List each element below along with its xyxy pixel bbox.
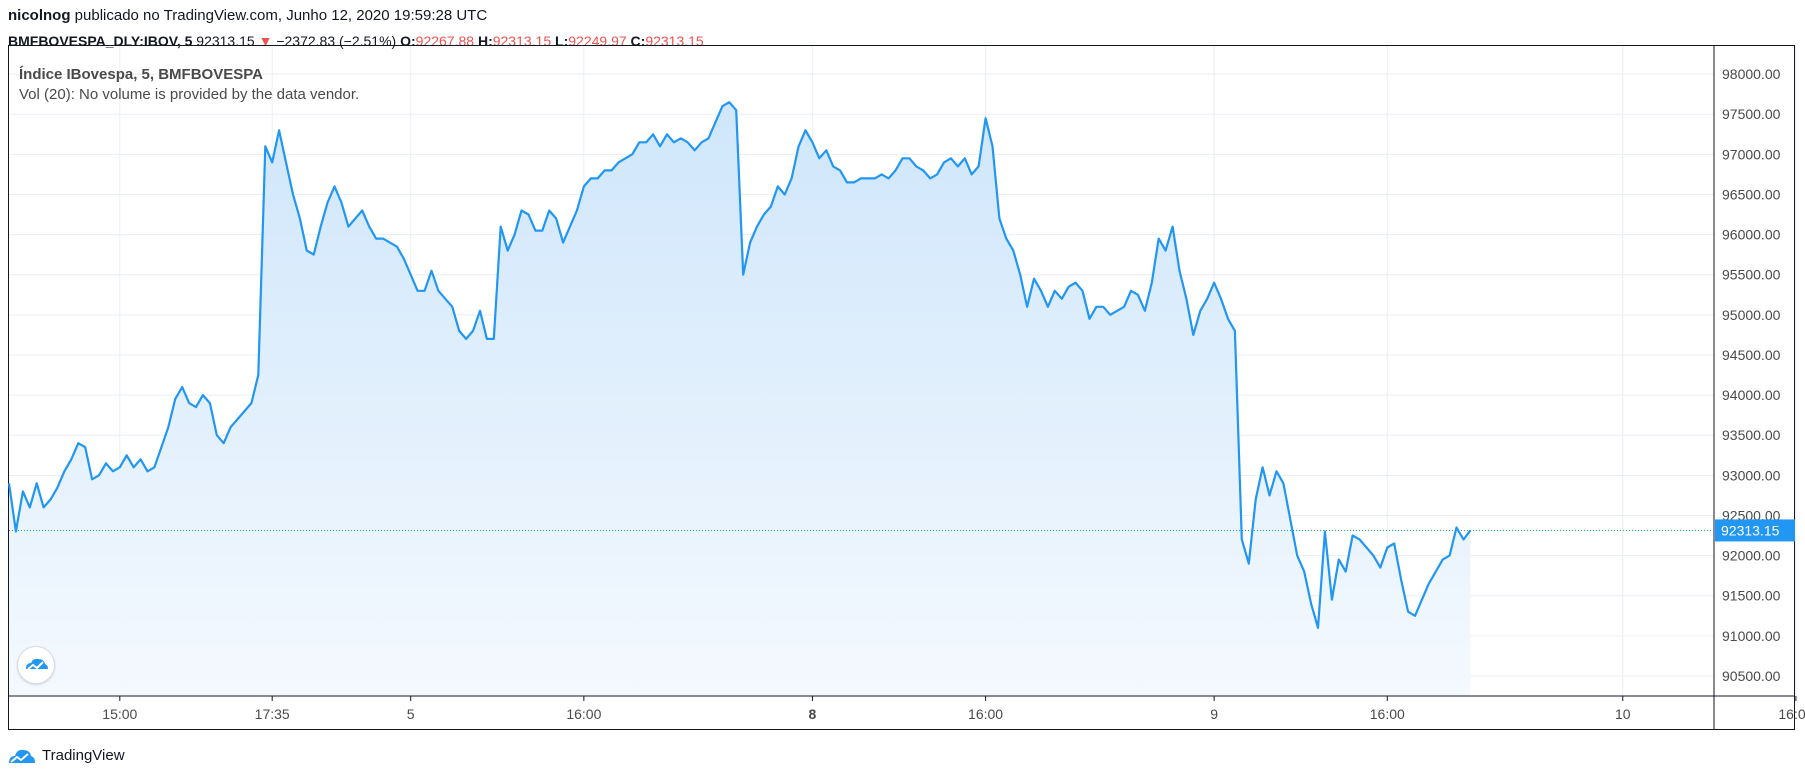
y-tick-label: 92000.00 — [1722, 548, 1781, 564]
y-tick-label: 97000.00 — [1722, 146, 1781, 162]
brand-name: TradingView — [42, 746, 125, 764]
volume-note: Vol (20): No volume is provided by the d… — [19, 86, 360, 103]
tradingview-logo-button[interactable] — [17, 646, 55, 684]
chart-frame[interactable] — [8, 45, 1795, 730]
y-tick-label: 95500.00 — [1722, 267, 1781, 283]
y-tick-label: 93000.00 — [1722, 467, 1781, 483]
series-legend: Índice IBovespa, 5, BMFBOVESPA Vol (20):… — [19, 65, 359, 105]
x-tick-label: 16:00 — [1370, 706, 1405, 722]
y-tick-label: 97500.00 — [1722, 106, 1781, 122]
y-axis-ticks: 98000.00 97500.00 97000.00 96500.00 96000.00… — [1722, 66, 1781, 684]
x-tick-label: 5 — [407, 706, 415, 722]
y-tick-label: 93500.00 — [1722, 427, 1781, 443]
y-tick-label: 95000.00 — [1722, 307, 1781, 323]
last-price-marker: 92313.15 — [9, 519, 1795, 542]
x-axis-ticks: 15:0017:35516:00816:00916:001016:001218:… — [102, 696, 1805, 722]
publisher-name[interactable]: nicolnog — [8, 7, 71, 24]
x-tick-label: 16:00 — [968, 706, 1003, 722]
x-tick-label: 9 — [1210, 706, 1218, 722]
y-tick-label: 98000.00 — [1722, 66, 1781, 82]
x-tick-label: 16:00 — [1778, 706, 1805, 722]
tradingview-cloud-icon — [26, 658, 48, 670]
x-tick-label: 8 — [809, 706, 817, 722]
y-tick-label: 94500.00 — [1722, 347, 1781, 363]
last-price-label: 92313.15 — [1721, 522, 1780, 538]
footer-brand[interactable]: TradingView — [8, 744, 125, 766]
y-tick-label: 96500.00 — [1722, 186, 1781, 202]
publish-line: nicolnog publicado no TradingView.com, J… — [8, 6, 704, 26]
tradingview-logo-icon — [9, 749, 35, 763]
x-tick-label: 17:35 — [255, 706, 290, 722]
axes — [9, 46, 1795, 729]
area-fill — [9, 102, 1471, 696]
published-text: publicado no TradingView.com, Junho 12, … — [74, 7, 488, 24]
price-line-path — [7, 101, 1472, 629]
last-price-label-bg — [1715, 519, 1795, 542]
x-tick-label: 10 — [1615, 706, 1631, 722]
y-tick-label: 91500.00 — [1722, 588, 1781, 604]
price-line — [7, 101, 1472, 629]
area-path — [9, 102, 1471, 696]
x-tick-label: 15:00 — [102, 706, 137, 722]
y-tick-label: 91000.00 — [1722, 628, 1781, 644]
y-tick-label: 90500.00 — [1722, 668, 1781, 684]
series-title[interactable]: Índice IBovespa, 5, BMFBOVESPA — [19, 66, 263, 83]
y-tick-label: 94000.00 — [1722, 387, 1781, 403]
y-tick-label: 96000.00 — [1722, 227, 1781, 243]
x-tick-label: 16:00 — [566, 706, 601, 722]
